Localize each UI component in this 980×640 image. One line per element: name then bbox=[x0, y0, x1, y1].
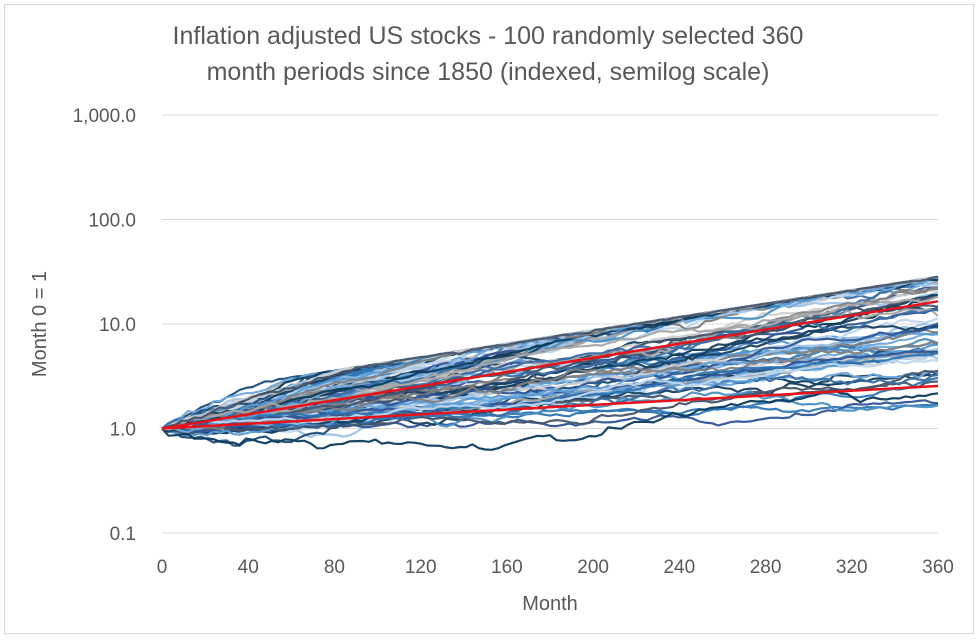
y-tick-label: 100.0 bbox=[88, 211, 136, 232]
series-line bbox=[161, 369, 939, 435]
chart-title-line-1: Inflation adjusted US stocks - 100 rando… bbox=[173, 22, 804, 50]
series-line bbox=[161, 325, 939, 432]
series-line bbox=[161, 352, 939, 437]
y-tick-label: 0.1 bbox=[110, 524, 136, 545]
x-axis-ticks: 0 40 80 120 160 200 240 280 320 360 bbox=[157, 557, 954, 578]
series-line bbox=[161, 322, 939, 431]
x-tick-label: 80 bbox=[324, 557, 345, 578]
series-line bbox=[161, 389, 939, 451]
y-axis-label: Month 0 = 1 bbox=[29, 271, 51, 377]
x-tick-label: 280 bbox=[750, 557, 782, 578]
x-tick-label: 120 bbox=[405, 557, 437, 578]
x-tick-label: 40 bbox=[238, 557, 259, 578]
x-tick-label: 320 bbox=[836, 557, 868, 578]
x-tick-label: 200 bbox=[577, 557, 609, 578]
random-series-lines bbox=[161, 275, 939, 451]
y-axis-ticks: 0.1 1.0 10.0 100.0 1,000.0 bbox=[73, 106, 136, 545]
x-tick-label: 240 bbox=[663, 557, 695, 578]
y-tick-label: 1.0 bbox=[110, 420, 136, 441]
x-tick-label: 0 bbox=[157, 557, 168, 578]
trend-line bbox=[161, 384, 939, 430]
y-tick-label: 1,000.0 bbox=[73, 106, 136, 127]
series-line bbox=[161, 350, 939, 430]
x-axis-label: Month bbox=[522, 593, 578, 615]
series-line bbox=[161, 295, 939, 430]
trend-lines bbox=[161, 300, 939, 430]
x-tick-label: 360 bbox=[922, 557, 954, 578]
x-tick-label: 160 bbox=[491, 557, 523, 578]
series-line bbox=[161, 275, 939, 430]
series-line bbox=[161, 351, 939, 430]
series-line bbox=[161, 373, 939, 430]
chart-title-line-2: month periods since 1850 (indexed, semil… bbox=[207, 58, 770, 86]
y-tick-label: 10.0 bbox=[99, 315, 136, 336]
series-line bbox=[161, 295, 939, 430]
trend-line bbox=[161, 300, 939, 430]
series-line bbox=[161, 359, 939, 431]
